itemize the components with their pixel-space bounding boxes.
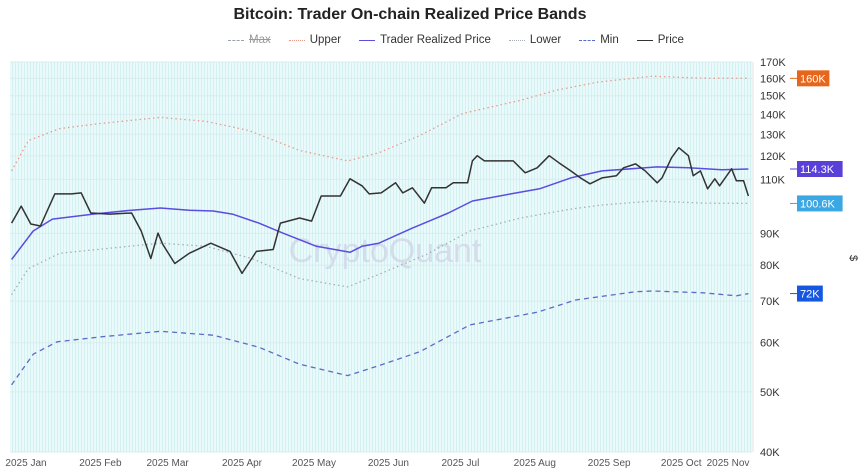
legend-label: Trader Realized Price	[380, 34, 491, 46]
last-value-badge	[797, 160, 843, 177]
last-value-label: 114.3K	[800, 164, 835, 176]
chart-title: Bitcoin: Trader On-chain Realized Price …	[233, 6, 587, 23]
last-value-label: 100.6K	[800, 198, 836, 210]
x-tick-label: 2025 May	[292, 458, 336, 469]
legend-label: Upper	[309, 34, 342, 46]
legend-item-price[interactable]: Price	[636, 34, 684, 46]
legend-label: Max	[249, 34, 271, 46]
y-tick-label: 170K	[760, 57, 786, 69]
legend-item-max[interactable]: Max	[228, 34, 271, 46]
legend-swatch	[636, 39, 653, 41]
x-tick-label: 2025 Feb	[79, 458, 122, 469]
x-tick-label: 2025 Sep	[588, 458, 631, 469]
plot-area	[10, 62, 752, 452]
x-tick-label: 2025 Jan	[5, 458, 46, 469]
last-value-label: 72K	[800, 289, 820, 301]
x-tick-label: 2025 Apr	[222, 458, 263, 469]
last-value-label: 160K	[800, 73, 826, 85]
y-axis-label: $	[847, 255, 859, 261]
last-value-badge	[797, 70, 830, 87]
y-tick-label: 140K	[760, 109, 786, 121]
series-line-trader-realized-price	[11, 166, 749, 260]
y-tick-label: 130K	[760, 129, 786, 141]
legend-item-upper[interactable]: Upper	[288, 34, 342, 46]
legend-label: Min	[600, 34, 619, 46]
legend-swatch	[579, 39, 596, 41]
y-tick-label: 50K	[760, 387, 780, 399]
legend-item-trader-realized-price[interactable]: Trader Realized Price	[359, 34, 491, 46]
x-tick-label: 2025 Jun	[368, 458, 409, 469]
y-tick-label: 150K	[760, 91, 786, 103]
legend-swatch	[288, 39, 305, 41]
y-tick-label: 60K	[760, 338, 780, 350]
series-line-min	[11, 290, 749, 386]
x-tick-label: 2025 Aug	[514, 458, 556, 469]
legend: Max Upper Trader Realized Price Lower Min Pri…	[228, 34, 684, 46]
y-tick-label: 90K	[760, 228, 780, 240]
watermark: CryptoQuant	[289, 232, 482, 270]
y-tick-label: 40K	[760, 447, 780, 459]
legend-item-min[interactable]: Min	[579, 34, 619, 46]
legend-item-lower[interactable]: Lower	[508, 34, 562, 46]
x-tick-label: 2025 Jul	[441, 458, 479, 469]
last-value-badge	[797, 285, 823, 302]
last-value-badge	[797, 195, 843, 212]
legend-label: Price	[657, 34, 684, 46]
x-tick-label: 2025 Mar	[146, 458, 189, 469]
series-line-price	[10, 146, 750, 275]
series-line-upper	[11, 75, 749, 172]
legend-swatch	[228, 39, 244, 41]
x-tick-label: 2025 Oct	[661, 458, 702, 469]
y-tick-label: 120K	[760, 151, 786, 163]
legend-swatch	[508, 39, 525, 41]
y-tick-label: 70K	[760, 296, 780, 308]
y-tick-label: 110K	[760, 174, 786, 186]
legend-swatch	[359, 39, 376, 41]
series-line-lower	[11, 200, 749, 296]
legend-label: Lower	[529, 34, 562, 46]
x-tick-label: 2025 Nov	[707, 458, 750, 469]
y-tick-label: 160K	[760, 73, 786, 85]
y-tick-label: 80K	[760, 260, 780, 272]
